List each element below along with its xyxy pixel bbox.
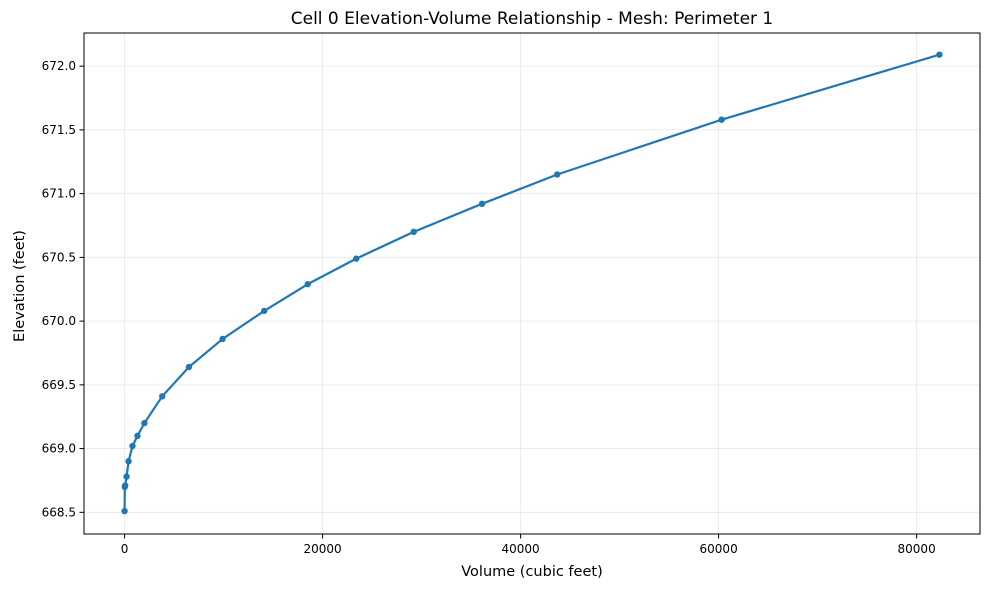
axes-layer: 0 20000 40000 60000 80000 668.5 669.0 669.5 670.… <box>42 32 981 556</box>
data-point <box>121 507 128 515</box>
data-point <box>718 116 725 123</box>
y-tick-label: 670.5 <box>42 250 76 264</box>
y-tick-label: 670.0 <box>42 314 76 328</box>
data-point <box>260 307 268 315</box>
data-point <box>219 335 226 343</box>
x-tick-label: 80000 <box>898 542 936 556</box>
data-point <box>141 419 148 427</box>
x-tick-label: 40000 <box>502 542 540 556</box>
data-point <box>936 51 943 58</box>
x-axis-label: Volume (cubic feet) <box>461 564 602 580</box>
y-tick-label: 672.0 <box>42 59 76 73</box>
y-tick-label: 669.0 <box>42 442 76 456</box>
y-tick-label: 671.0 <box>42 187 76 201</box>
data-point <box>123 473 130 480</box>
data-point <box>554 171 561 178</box>
x-tick-label: 60000 <box>700 542 738 556</box>
data-point <box>185 363 193 371</box>
x-tick-label: 0 <box>121 542 129 556</box>
series-line <box>123 53 941 513</box>
data-point <box>353 255 360 262</box>
data-point <box>159 393 166 400</box>
y-tick-label: 669.5 <box>42 378 76 392</box>
y-axis-label: Elevation (feet) <box>12 230 28 342</box>
x-tick-label: 20000 <box>304 542 342 556</box>
data-point <box>134 432 141 440</box>
data-point <box>129 442 136 450</box>
data-point <box>121 482 129 489</box>
plot-frame <box>83 32 981 535</box>
data-point <box>304 280 311 288</box>
chart-title: Cell 0 Elevation-Volume Relationship - M… <box>291 9 774 29</box>
y-tick-label: 671.5 <box>42 123 76 137</box>
series-layer <box>121 51 943 515</box>
data-point <box>410 228 417 236</box>
data-point <box>478 200 486 208</box>
y-tick-label: 668.5 <box>42 505 76 519</box>
data-point <box>125 458 132 465</box>
grid-layer <box>84 33 980 534</box>
